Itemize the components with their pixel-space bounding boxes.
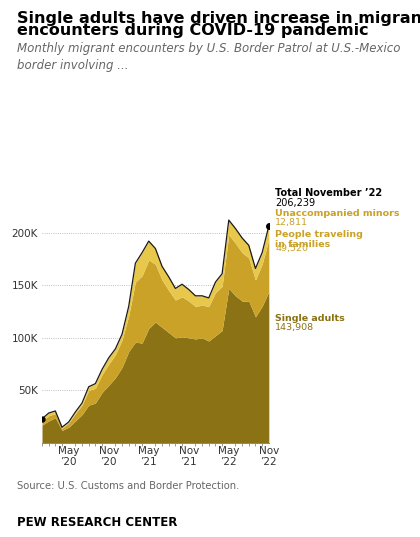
Text: Source: U.S. Customs and Border Protection.: Source: U.S. Customs and Border Protecti… xyxy=(17,481,239,491)
Text: Single adults have driven increase in migrant: Single adults have driven increase in mi… xyxy=(17,11,420,26)
Text: 206,239: 206,239 xyxy=(275,198,315,208)
Text: People traveling
in families: People traveling in families xyxy=(275,230,363,249)
Text: 49,520: 49,520 xyxy=(275,244,308,253)
Text: Total November ’22: Total November ’22 xyxy=(275,188,382,198)
Text: encounters during COVID-19 pandemic: encounters during COVID-19 pandemic xyxy=(17,23,368,38)
Text: Single adults: Single adults xyxy=(275,314,345,323)
Text: 12,811: 12,811 xyxy=(275,218,308,227)
Text: PEW RESEARCH CENTER: PEW RESEARCH CENTER xyxy=(17,516,177,528)
Text: Monthly migrant encounters by U.S. Border Patrol at U.S.-Mexico
border involving: Monthly migrant encounters by U.S. Borde… xyxy=(17,42,400,72)
Text: Unaccompanied minors: Unaccompanied minors xyxy=(275,209,399,219)
Text: 143,908: 143,908 xyxy=(275,323,314,332)
